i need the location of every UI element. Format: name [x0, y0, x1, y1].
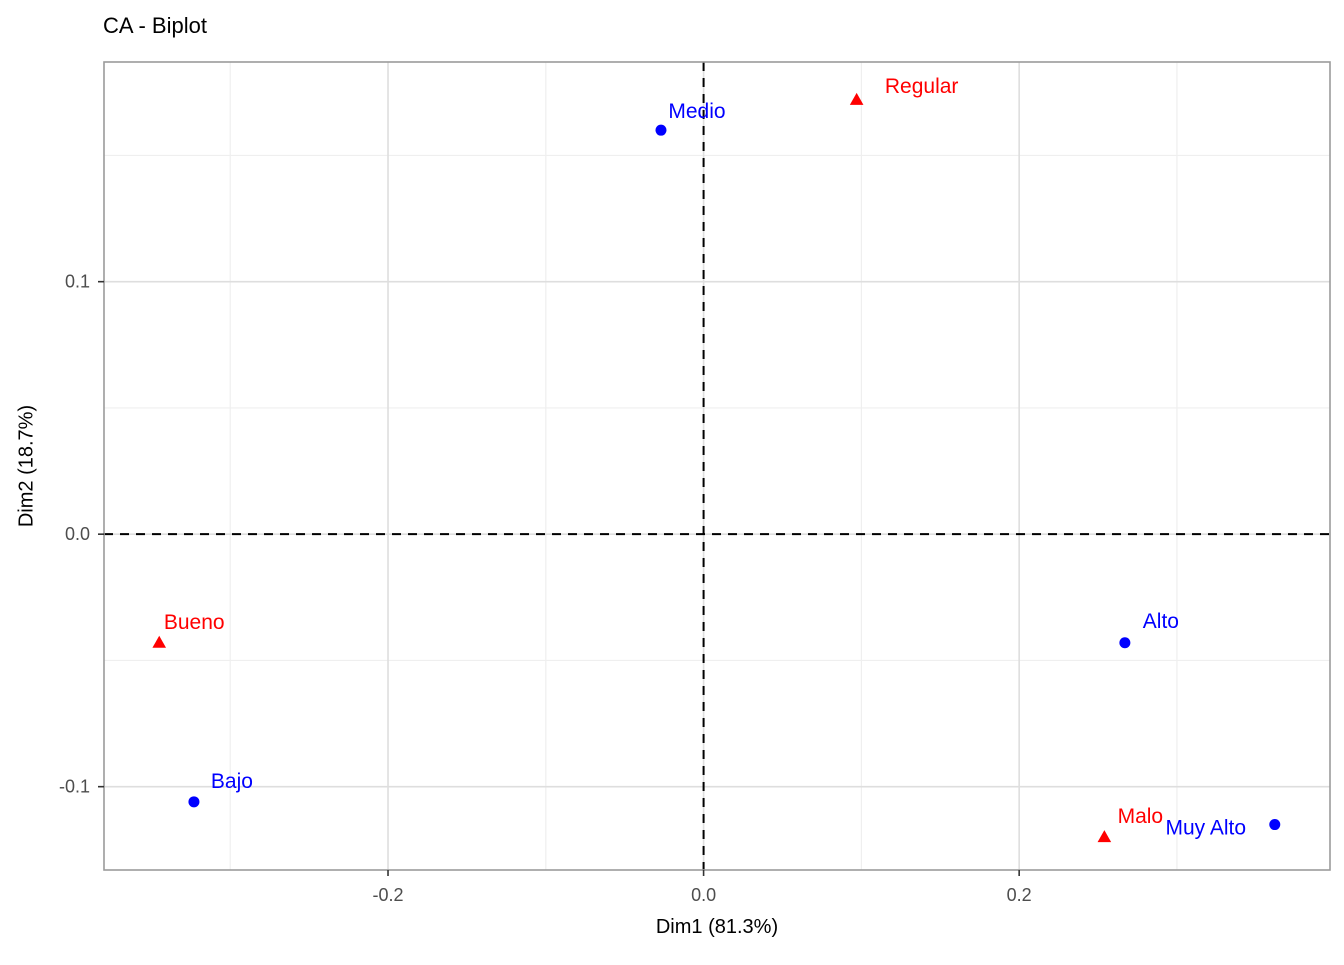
y-axis-title: Dim2 (18.7%) — [15, 404, 38, 528]
data-point-regular — [849, 92, 864, 105]
point-label-regular: Regular — [885, 75, 959, 98]
point-label-bajo: Bajo — [211, 770, 253, 793]
data-point-alto — [1119, 637, 1131, 649]
x-tick-label: 0.2 — [1007, 885, 1032, 905]
point-label-alto: Alto — [1143, 610, 1179, 633]
panel-background — [104, 62, 1330, 870]
x-tick-label: 0.0 — [691, 885, 716, 905]
point-label-malo: Malo — [1118, 805, 1164, 828]
point-label-bueno: Bueno — [164, 611, 225, 634]
y-tick-label: -0.1 — [59, 777, 90, 797]
panel-border — [103, 61, 1331, 871]
data-point-bajo — [188, 796, 200, 808]
x-tick-label: -0.2 — [372, 885, 403, 905]
data-point-bueno — [152, 635, 167, 648]
data-point-medio — [655, 124, 667, 136]
chart-title: CA - Biplot — [103, 13, 207, 38]
data-point-malo — [1097, 830, 1112, 843]
point-label-medio: Medio — [668, 100, 725, 123]
y-tick-label: 0.1 — [65, 272, 90, 292]
point-label-muy-alto: Muy Alto — [1166, 817, 1247, 840]
y-tick-label: 0.0 — [65, 524, 90, 544]
data-point-muy-alto — [1269, 819, 1281, 831]
x-axis-title: Dim1 (81.3%) — [655, 916, 779, 938]
